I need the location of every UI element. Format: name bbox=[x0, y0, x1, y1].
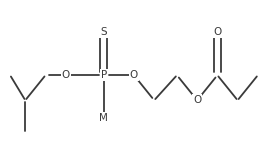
Text: O: O bbox=[62, 70, 70, 80]
Text: O: O bbox=[213, 27, 221, 37]
Text: O: O bbox=[193, 95, 201, 105]
Text: O: O bbox=[130, 70, 138, 80]
Text: S: S bbox=[100, 27, 107, 37]
Text: P: P bbox=[100, 70, 107, 80]
Text: M: M bbox=[99, 113, 108, 123]
